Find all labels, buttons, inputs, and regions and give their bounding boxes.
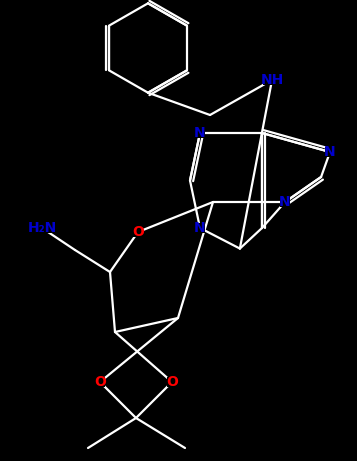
Text: O: O [132,225,144,239]
Text: O: O [94,375,106,389]
Bar [280,197,290,207]
Text: N: N [194,126,206,140]
Bar [95,377,105,387]
Text: N: N [324,145,336,159]
Bar [325,147,335,157]
Bar [31,223,53,233]
Text: N: N [279,195,291,209]
Bar [195,128,205,138]
Text: H₂N: H₂N [27,221,57,235]
Bar [133,227,144,237]
Text: N: N [194,221,206,235]
Text: NH: NH [260,73,283,87]
Bar [167,377,177,387]
Text: O: O [166,375,178,389]
Bar [195,223,205,233]
Bar [263,75,281,85]
